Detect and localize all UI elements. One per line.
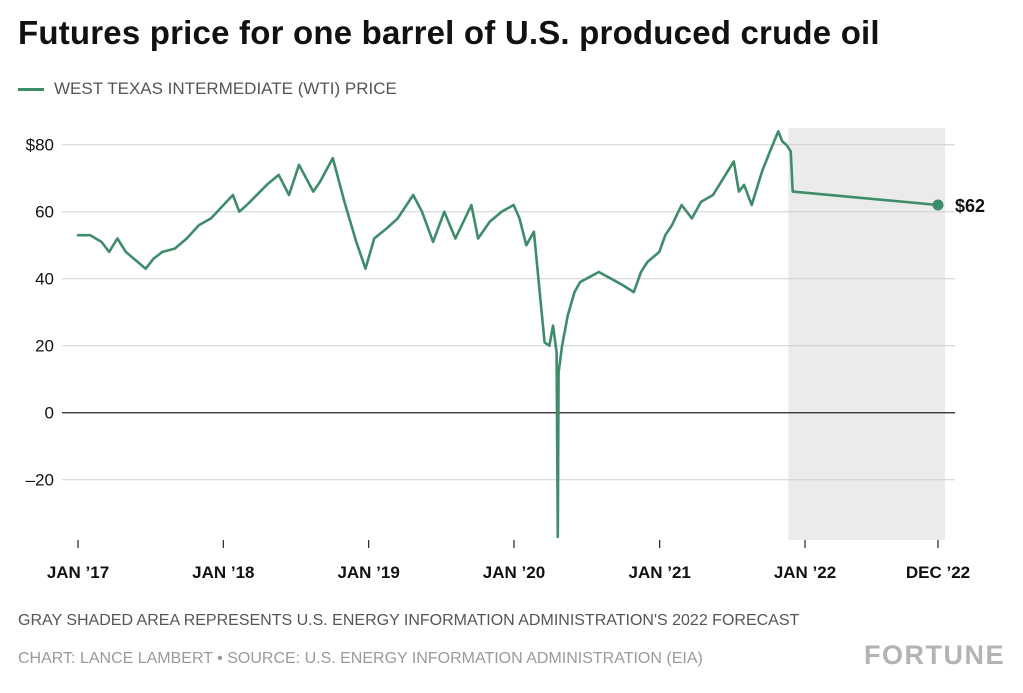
legend-swatch: [18, 87, 44, 91]
chart-title: Futures price for one barrel of U.S. pro…: [18, 14, 880, 51]
end-value-label: $62: [955, 196, 985, 216]
x-tick-label: JAN ’21: [629, 563, 691, 582]
source-credit: CHART: LANCE LAMBERT • SOURCE: U.S. ENER…: [18, 650, 703, 667]
x-tick-label: JAN ’19: [337, 563, 399, 582]
x-tick-label: JAN ’17: [47, 563, 109, 582]
y-tick-label: 60: [35, 203, 54, 222]
legend-label: WEST TEXAS INTERMEDIATE (WTI) PRICE: [54, 79, 397, 98]
x-tick-label: JAN ’22: [774, 563, 836, 582]
x-tick-label: JAN ’20: [483, 563, 545, 582]
y-tick-label: 20: [35, 337, 54, 356]
y-tick-label: $80: [26, 136, 54, 155]
end-point-marker: [932, 199, 944, 211]
forecast-note: GRAY SHADED AREA REPRESENTS U.S. ENERGY …: [18, 612, 800, 629]
fortune-logo: FORTUNE: [864, 640, 1005, 670]
legend: WEST TEXAS INTERMEDIATE (WTI) PRICE: [18, 79, 397, 99]
forecast-shading: [788, 128, 945, 540]
x-tick-label: DEC ’22: [906, 563, 970, 582]
y-tick-label: –20: [26, 471, 54, 490]
y-tick-label: 40: [35, 270, 54, 289]
x-tick-label: JAN ’18: [192, 563, 254, 582]
wti-price-line: [76, 130, 940, 539]
y-tick-label: 0: [45, 404, 54, 423]
